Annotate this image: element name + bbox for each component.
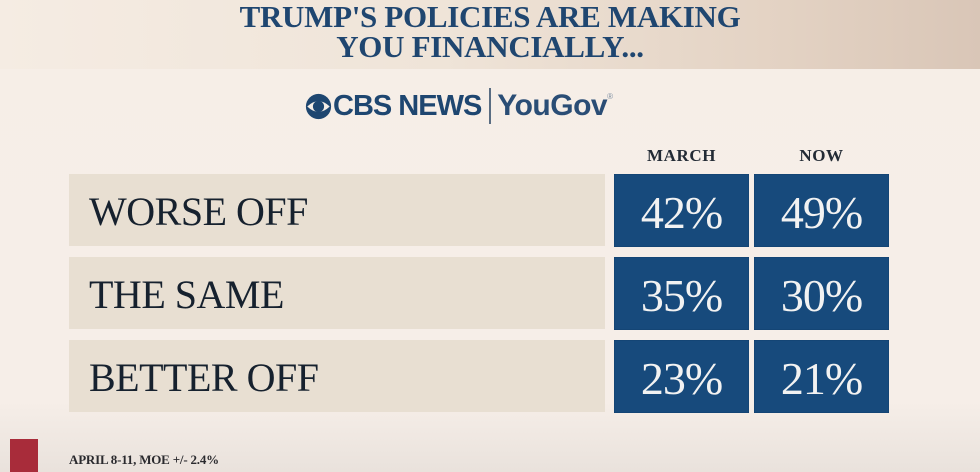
cbs-yougov-logo: CBS NEWS YouGov ® — [305, 86, 613, 126]
value-cell-the-same-now: 30% — [754, 257, 889, 330]
value-label: 42% — [640, 186, 723, 238]
cbs-eye-icon — [305, 93, 332, 119]
column-header-now: NOW — [799, 146, 844, 165]
value-label: 49% — [780, 186, 863, 238]
value-cell-worse-off-march: 42% — [614, 174, 749, 247]
chart-title: TRUMP'S POLICIES ARE MAKING YOU FINANCIA… — [0, 0, 980, 64]
row-label-text: THE SAME — [89, 272, 284, 317]
cbs-news-wordmark: CBS NEWS — [333, 89, 482, 122]
value-label: 21% — [780, 352, 863, 404]
value-cell-better-off-march: 23% — [614, 340, 749, 413]
title-banner: TRUMP'S POLICIES ARE MAKING YOU FINANCIA… — [0, 0, 980, 69]
row-label-better-off: BETTER OFF — [69, 340, 605, 412]
value-label: 23% — [640, 352, 723, 404]
value-cell-better-off-now: 21% — [754, 340, 889, 413]
registered-mark: ® — [607, 92, 613, 101]
value-cell-worse-off-now: 49% — [754, 174, 889, 247]
red-marker-block — [10, 439, 38, 472]
title-line-1: TRUMP'S POLICIES ARE MAKING — [239, 0, 741, 34]
row-label-text: BETTER OFF — [89, 355, 319, 400]
row-label-the-same: THE SAME — [69, 257, 605, 329]
value-cell-the-same-march: 35% — [614, 257, 749, 330]
value-label: 30% — [780, 269, 863, 321]
column-header-march: MARCH — [646, 146, 717, 165]
footnote-dates-moe: APRIL 8-11, MOE +/- 2.4% — [69, 452, 219, 467]
title-line-2: YOU FINANCIALLY... — [336, 29, 644, 64]
logo-divider — [489, 88, 492, 124]
row-label-worse-off: WORSE OFF — [69, 174, 605, 246]
value-label: 35% — [640, 269, 723, 321]
yougov-wordmark: YouGov — [497, 89, 608, 122]
row-label-text: WORSE OFF — [89, 189, 308, 234]
